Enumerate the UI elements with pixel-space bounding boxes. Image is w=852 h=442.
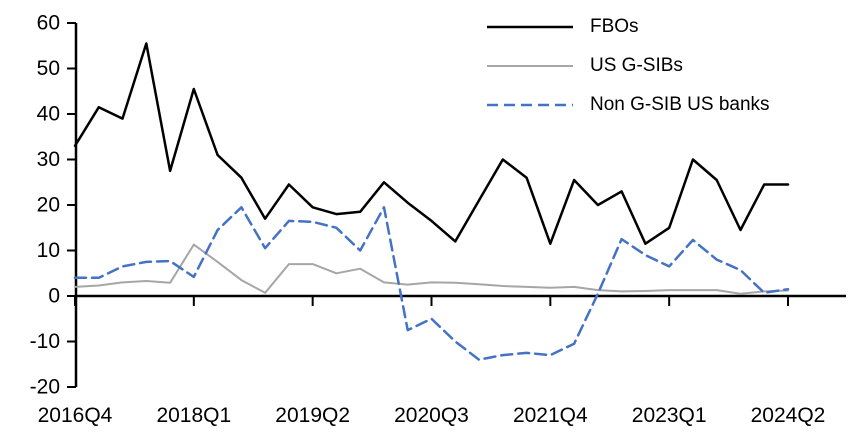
x-axis-tick-label: 2020Q3 xyxy=(394,404,469,427)
y-axis-tick-label: 10 xyxy=(37,239,60,262)
x-axis-tick-label: 2023Q1 xyxy=(632,404,707,427)
x-axis-tick-label: 2018Q1 xyxy=(156,404,231,427)
series-line-fbos xyxy=(73,42,790,245)
y-axis-tick-label: 60 xyxy=(37,12,60,35)
legend-label-fbos: FBOs xyxy=(590,15,639,37)
legend-item-us-gsibs: US G-SIBs xyxy=(487,46,770,85)
y-axis-tick-label: 20 xyxy=(37,194,60,217)
series-line-us-g-sibs xyxy=(74,243,789,295)
x-axis-tick-label: 2024Q2 xyxy=(751,404,826,427)
y-axis-tick-label: -20 xyxy=(30,376,60,399)
fbos-line-swatch-icon xyxy=(487,25,573,28)
non-gsib-us-banks-line-swatch-icon xyxy=(487,103,573,106)
us-gsibs-line-swatch-icon xyxy=(487,64,573,67)
legend: FBOs US G-SIBs Non G-SIB US banks xyxy=(487,7,770,124)
y-axis-tick-label: -10 xyxy=(30,330,60,353)
y-axis-tick-label: 0 xyxy=(48,285,60,308)
x-axis-tick-label: 2021Q4 xyxy=(513,404,588,427)
legend-label-us-gsibs: US G-SIBs xyxy=(590,54,683,76)
y-axis-tick-label: 40 xyxy=(37,103,60,126)
legend-item-non-gsib-us-banks: Non G-SIB US banks xyxy=(487,85,770,124)
y-axis-tick-label: 50 xyxy=(37,57,60,80)
legend-item-fbos: FBOs xyxy=(487,7,770,46)
legend-label-non-gsib-us-banks: Non G-SIB US banks xyxy=(590,93,770,115)
series-line-non-g-sib-us-banks xyxy=(73,206,790,361)
y-axis-tick-label: 30 xyxy=(37,148,60,171)
x-axis-tick-label: 2016Q4 xyxy=(38,404,113,427)
x-axis-tick-label: 2019Q2 xyxy=(275,404,350,427)
